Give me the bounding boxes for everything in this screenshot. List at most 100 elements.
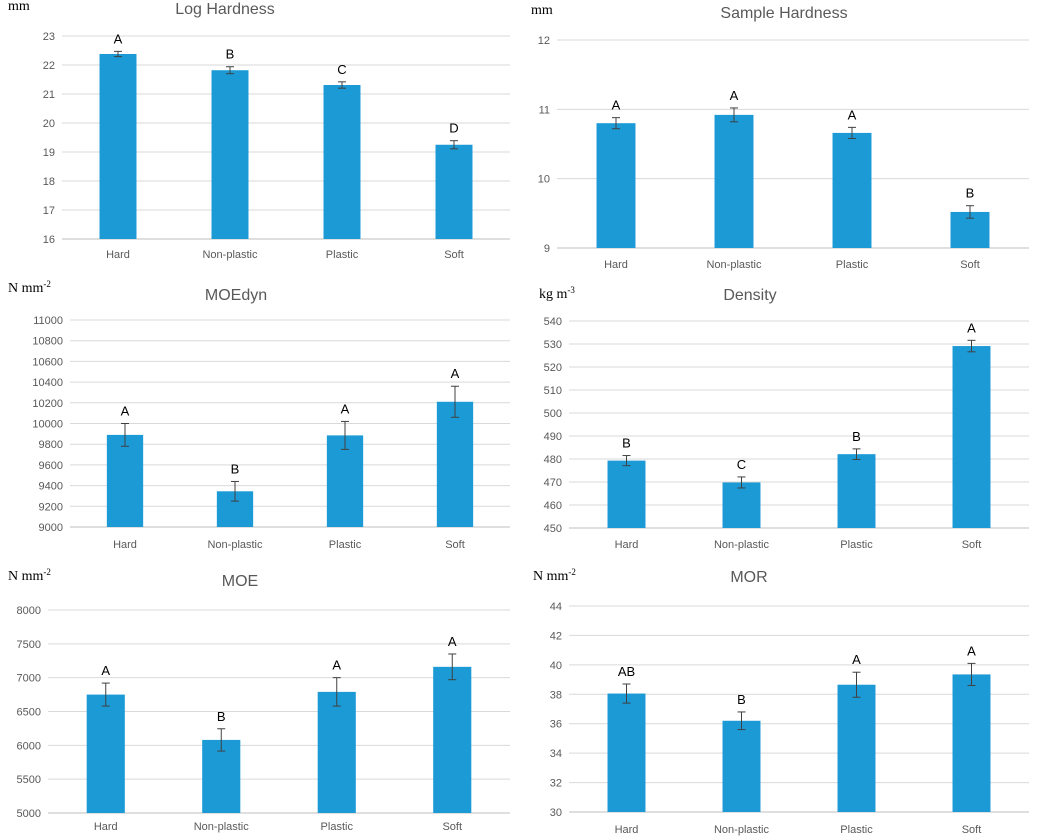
- mor-significance-letter-0: AB: [618, 664, 635, 679]
- mor-y-tick-label: 44: [550, 601, 562, 613]
- sample-hardness-category-label-2: Plastic: [836, 259, 869, 271]
- mor-significance-letter-3: A: [967, 643, 976, 658]
- moedyn-y-tick-label: 9800: [39, 439, 63, 451]
- mor-y-tick-label: 38: [550, 689, 562, 701]
- log-hardness-title: Log Hardness: [175, 1, 275, 18]
- moedyn-error-bar-1: [231, 480, 239, 502]
- density-y-tick-label: 540: [544, 316, 562, 328]
- mor-unit-superscript: -2: [568, 567, 576, 577]
- moe-category-label-1: Non-plastic: [194, 821, 250, 833]
- log-hardness-y-tick-label: 22: [43, 60, 55, 72]
- mor-y-tick-label: 36: [550, 719, 562, 731]
- moedyn-y-tick-label: 11000: [33, 315, 63, 327]
- log-hardness-error-bar-0: [114, 50, 122, 58]
- moedyn-y-tick-label: 9400: [39, 481, 63, 493]
- log-hardness-bar-2: [323, 85, 361, 239]
- moedyn-y-tick-label: 9600: [39, 460, 63, 472]
- sample-hardness-category-label-0: Hard: [604, 259, 628, 271]
- density-y-tick-label: 470: [544, 477, 562, 489]
- log-hardness-significance-letter-1: B: [226, 47, 235, 62]
- sample-hardness-significance-letter-3: B: [966, 186, 975, 201]
- moe-y-tick-label: 5000: [17, 808, 41, 820]
- density-y-tick-label: 480: [544, 454, 562, 466]
- moedyn-category-label-3: Soft: [445, 539, 465, 551]
- log-hardness-significance-letter-3: D: [449, 121, 458, 136]
- mor-bar-3: [952, 674, 991, 812]
- moedyn-category-label-0: Hard: [113, 539, 137, 551]
- moedyn-category-label-1: Non-plastic: [207, 539, 263, 551]
- log-hardness-bar-3: [435, 144, 473, 239]
- moe-category-label-2: Plastic: [321, 821, 354, 833]
- log-hardness-error-bar-2: [338, 81, 346, 89]
- density-category-label-2: Plastic: [840, 539, 873, 551]
- sample-hardness-title: Sample Hardness: [720, 5, 847, 22]
- moe-error-bar-1: [217, 728, 226, 752]
- mor-bar-2: [837, 684, 876, 812]
- log-hardness-error-bar-3: [450, 140, 458, 150]
- moe-significance-letter-0: A: [101, 663, 110, 678]
- density-y-tick-label: 450: [544, 523, 562, 535]
- moedyn-bar-2: [326, 435, 364, 527]
- density-y-tick-label: 500: [544, 408, 562, 420]
- sample-hardness-error-bar-0: [612, 117, 620, 130]
- log-hardness-bar-0: [99, 53, 137, 240]
- moedyn-error-bar-3: [451, 385, 459, 418]
- mor-category-label-2: Plastic: [840, 824, 873, 836]
- mor-y-tick-label: 40: [550, 660, 562, 672]
- density-y-tick-label: 460: [544, 500, 562, 512]
- mor-y-tick-label: 30: [550, 807, 562, 819]
- sample-hardness-y-tick-label: 9: [544, 243, 550, 255]
- density-unit-superscript: -3: [567, 285, 575, 295]
- chart-mor: 30 32 34 36 38 40 42 44 AB Hard B Non-plastic A Plast…: [533, 567, 1029, 836]
- moedyn-error-bar-0: [121, 423, 129, 447]
- log-hardness-category-label-2: Plastic: [326, 249, 359, 261]
- density-bar-2: [837, 454, 876, 528]
- log-hardness-category-label-3: Soft: [444, 249, 464, 261]
- moe-bar-2: [317, 691, 356, 813]
- mor-significance-letter-1: B: [737, 692, 746, 707]
- moe-y-tick-label: 6500: [17, 707, 41, 719]
- log-hardness-y-tick-label: 20: [43, 118, 55, 130]
- chart-log-hardness: 16 17 18 19 20 21 22 23 A Hard B Non-plastic C Plasti…: [8, 0, 510, 261]
- density-significance-letter-1: C: [737, 457, 746, 472]
- density-bar-0: [607, 460, 646, 528]
- log-hardness-y-tick-label: 18: [43, 176, 55, 188]
- moe-bar-1: [202, 739, 241, 813]
- mor-category-label-1: Non-plastic: [714, 824, 770, 836]
- mor-title: MOR: [730, 569, 767, 586]
- moe-y-tick-label: 7500: [17, 639, 41, 651]
- chart-moedyn: 9000 9200 9400 9600 9800 10000 10200 10400 10600…: [8, 280, 510, 551]
- moe-y-tick-label: 6000: [17, 740, 41, 752]
- density-significance-letter-2: B: [852, 429, 861, 444]
- moedyn-title: MOEdyn: [205, 287, 267, 304]
- density-title: Density: [723, 287, 776, 304]
- moedyn-y-tick-label: 9000: [39, 522, 63, 534]
- log-hardness-category-label-1: Non-plastic: [202, 249, 258, 261]
- moedyn-significance-letter-0: A: [121, 404, 130, 419]
- moedyn-significance-letter-3: A: [451, 366, 460, 381]
- moe-bar-0: [86, 694, 125, 813]
- sample-hardness-unit-label: mm: [531, 3, 553, 18]
- sample-hardness-category-label-3: Soft: [960, 259, 980, 271]
- moe-y-tick-label: 8000: [17, 605, 41, 617]
- mor-error-bar-3: [967, 662, 976, 686]
- mor-category-label-3: Soft: [962, 824, 982, 836]
- sample-hardness-bar-1: [714, 114, 754, 248]
- moedyn-significance-letter-1: B: [231, 461, 240, 476]
- log-hardness-y-tick-label: 16: [43, 234, 55, 246]
- sample-hardness-y-tick-label: 10: [538, 174, 550, 186]
- density-category-label-0: Hard: [615, 539, 639, 551]
- log-hardness-y-tick-label: 21: [43, 89, 55, 101]
- moe-significance-letter-1: B: [217, 709, 226, 724]
- density-bar-1: [722, 482, 761, 528]
- log-hardness-significance-letter-0: A: [114, 31, 123, 46]
- log-hardness-y-tick-label: 23: [43, 31, 55, 43]
- log-hardness-bar-1: [211, 70, 249, 239]
- moedyn-y-tick-label: 10800: [32, 336, 63, 348]
- moedyn-unit-label: N mm-2: [8, 280, 51, 296]
- moedyn-y-tick-label: 10400: [32, 377, 63, 389]
- moedyn-y-tick-label: 10600: [32, 356, 63, 368]
- mor-bar-0: [607, 693, 646, 812]
- chart-sample-hardness: 9 10 11 12 A Hard A Non-plastic A Plastic B Soft Sam…: [531, 3, 1029, 271]
- sample-hardness-y-tick-label: 12: [538, 35, 550, 47]
